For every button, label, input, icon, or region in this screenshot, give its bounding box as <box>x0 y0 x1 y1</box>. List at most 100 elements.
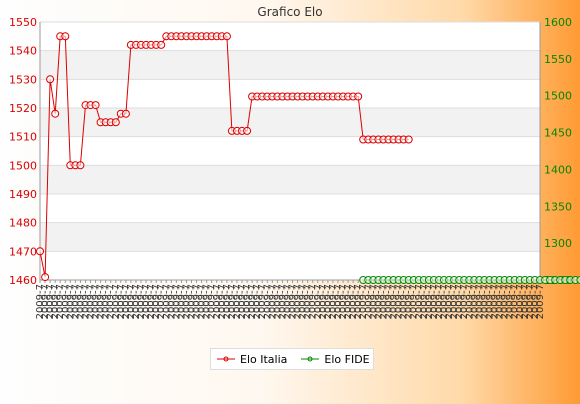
x-tick-label: 2009-7 <box>454 284 465 319</box>
x-tick-label: 2009-7 <box>116 284 127 319</box>
x-tick-label: 2009-7 <box>141 284 152 319</box>
legend-item-elo-italia: Elo Italia <box>217 353 287 366</box>
x-tick-label: 2009-7 <box>277 284 288 319</box>
x-tick-label: 2009-7 <box>298 284 309 319</box>
data-point-elo-italia <box>404 135 413 144</box>
y-tick-label-left: 1530 <box>9 73 37 86</box>
x-tick-label: 2009-7 <box>318 284 329 319</box>
chart-title: Grafico Elo <box>257 5 322 19</box>
data-point-elo-italia <box>157 40 166 49</box>
x-tick-label: 2009-7 <box>171 284 182 319</box>
x-tick-label: 2009-7 <box>323 284 334 319</box>
x-tick-label: 2009-7 <box>404 284 415 319</box>
x-tick-label: 2009-7 <box>237 284 248 319</box>
x-tick-label: 2009-7 <box>383 284 394 319</box>
x-tick-label: 2009-7 <box>353 284 364 319</box>
data-point-elo-italia <box>111 118 120 127</box>
x-tick-label: 2009-7 <box>192 284 203 319</box>
legend-swatch-green <box>301 356 320 362</box>
x-tick-label: 2009-7 <box>469 284 480 319</box>
y-tick-label-left: 1550 <box>9 16 37 29</box>
x-tick-label: 2009-7 <box>232 284 243 319</box>
data-point-elo-italia <box>61 32 70 41</box>
grid-band <box>40 50 540 80</box>
grid-band <box>40 165 540 194</box>
x-tick-label: 2009-7 <box>257 284 268 319</box>
legend-label-elo-italia: Elo Italia <box>240 352 288 366</box>
y-tick-label-left: 1490 <box>9 188 37 201</box>
data-point-elo-italia <box>41 273 50 282</box>
x-tick-label: 2009-7 <box>500 284 511 319</box>
x-tick-label: 2009-7 <box>490 284 501 319</box>
x-tick-label: 2009-7 <box>419 284 430 319</box>
x-tick-label: 2009-7 <box>242 284 253 319</box>
x-tick-label: 2009-7 <box>358 284 369 319</box>
x-tick-label: 2009-7 <box>111 284 122 319</box>
x-tick-label: 2009-7 <box>181 284 192 319</box>
x-tick-label: 2009-7 <box>505 284 516 319</box>
x-tick-label: 2009-7 <box>368 284 379 319</box>
x-tick-label: 2009-7 <box>348 284 359 319</box>
x-tick-label: 2009-7 <box>50 284 61 319</box>
x-tick-label: 2009-7 <box>479 284 490 319</box>
x-tick-label: 2009-7 <box>363 284 374 319</box>
x-tick-label: 2009-7 <box>247 284 258 319</box>
x-tick-label: 2009-7 <box>91 284 102 319</box>
x-tick-label: 2009-7 <box>101 284 112 319</box>
x-tick-label: 2009-7 <box>272 284 283 319</box>
x-tick-label: 2009-7 <box>187 284 198 319</box>
x-tick-label: 2009-7 <box>495 284 506 319</box>
y-tick-label-left: 1540 <box>9 45 37 58</box>
x-tick-label: 2009-7 <box>161 284 172 319</box>
y-tick-label-left: 1470 <box>9 245 37 258</box>
x-tick-label: 2009-7 <box>293 284 304 319</box>
grid-band <box>40 194 540 223</box>
data-point-elo-italia <box>243 126 252 135</box>
x-tick-label: 2009-7 <box>530 284 541 319</box>
x-tick-label: 2009-7 <box>156 284 167 319</box>
x-tick-label: 2009-7 <box>222 284 233 319</box>
x-tick-label: 2009-7 <box>45 284 56 319</box>
x-tick-label: 2009-7 <box>520 284 531 319</box>
x-tick-label: 2009-7 <box>389 284 400 319</box>
y-tick-label-right: 1350 <box>544 200 572 213</box>
data-point-elo-italia <box>76 161 85 170</box>
x-tick-label: 2009-7 <box>515 284 526 319</box>
data-point-elo-italia <box>222 32 231 41</box>
x-tick-label: 2009-7 <box>535 284 546 319</box>
data-point-elo-italia <box>46 75 55 84</box>
x-tick-label: 2009-7 <box>484 284 495 319</box>
data-point-elo-italia <box>36 247 44 256</box>
grid-band <box>40 22 540 51</box>
x-tick-label: 2009-7 <box>429 284 440 319</box>
x-tick-label: 2009-7 <box>373 284 384 319</box>
x-tick-label: 2009-7 <box>35 284 46 319</box>
x-tick-label: 2009-7 <box>55 284 66 319</box>
data-point-elo-italia <box>51 109 60 118</box>
x-tick-label: 2009-7 <box>252 284 263 319</box>
y-tick-label-left: 1500 <box>9 159 37 172</box>
x-tick-label: 2009-7 <box>459 284 470 319</box>
x-tick-label: 2009-7 <box>166 284 177 319</box>
x-tick-label: 2009-7 <box>399 284 410 319</box>
x-tick-label: 2009-7 <box>86 284 97 319</box>
x-tick-label: 2009-7 <box>197 284 208 319</box>
x-tick-label: 2009-7 <box>96 284 107 319</box>
legend-swatch-red <box>217 356 235 362</box>
x-tick-label: 2009-7 <box>525 284 536 319</box>
x-tick-label: 2009-7 <box>121 284 132 319</box>
x-tick-label: 2009-7 <box>217 284 228 319</box>
y-tick-label-right: 1500 <box>544 90 572 103</box>
x-tick-label: 2009-7 <box>70 284 81 319</box>
x-tick-label: 2009-7 <box>328 284 339 319</box>
x-tick-label: 2009-7 <box>449 284 460 319</box>
data-point-elo-fide <box>576 276 580 284</box>
x-tick-label: 2009-7 <box>308 284 319 319</box>
data-point-elo-italia <box>121 109 130 118</box>
x-tick-label: 2009-7 <box>40 284 51 319</box>
x-tick-label: 2009-7 <box>227 284 238 319</box>
data-point-elo-italia <box>91 101 100 110</box>
x-tick-label: 2009-7 <box>146 284 157 319</box>
legend: Elo Italia Elo FIDE <box>210 348 374 370</box>
x-tick-label: 2009-7 <box>80 284 91 319</box>
